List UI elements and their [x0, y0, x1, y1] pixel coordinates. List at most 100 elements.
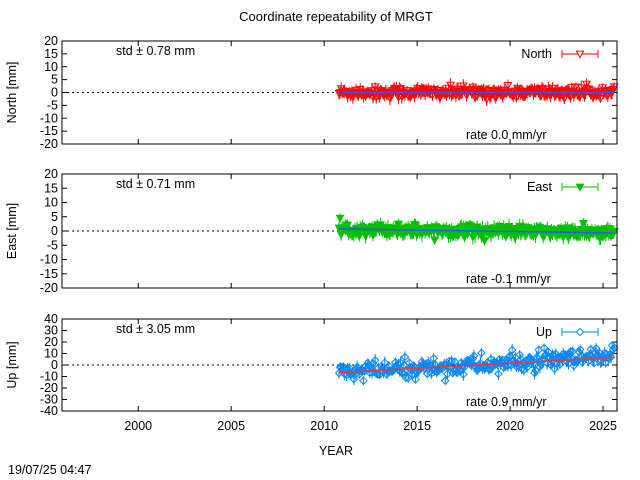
y-tick-label: 20	[44, 167, 58, 181]
plot-frame	[61, 173, 618, 289]
x-tick-label: 2000	[124, 419, 152, 433]
data-point	[507, 345, 517, 355]
y-tick-label: 15	[44, 47, 58, 61]
rate-annotation: rate -0.1 mm/yr	[466, 272, 551, 286]
data-point	[359, 376, 368, 386]
data-point	[503, 81, 513, 90]
std-annotation: std ± 0.78 mm	[116, 44, 195, 58]
data-point	[515, 350, 524, 360]
data-point	[335, 214, 345, 223]
legend-marker	[575, 50, 585, 59]
data-point	[363, 358, 373, 368]
data-point	[609, 83, 619, 92]
data-point	[535, 362, 545, 372]
data-point	[422, 369, 432, 379]
data-point	[400, 352, 410, 362]
timestamp: 19/07/25 04:47	[8, 463, 91, 477]
data-point	[477, 348, 486, 358]
data-points	[334, 341, 619, 386]
legend-marker	[575, 183, 585, 192]
y-tick-label: -10	[40, 111, 58, 125]
y-tick-label: -5	[47, 238, 58, 252]
data-point	[494, 369, 503, 379]
y-tick-label: 15	[44, 181, 58, 195]
data-point	[606, 352, 616, 362]
data-point	[394, 220, 403, 229]
data-point	[354, 232, 364, 241]
trend-line	[338, 356, 615, 374]
y-axis-label: North [mm]	[5, 62, 19, 124]
legend-label: Up	[536, 325, 552, 339]
y-tick-label: 20	[44, 34, 58, 48]
data-point	[510, 233, 520, 242]
x-axis-label: YEAR	[319, 444, 353, 458]
y-tick-label: 40	[44, 312, 58, 326]
y-tick-label: -20	[40, 281, 58, 295]
data-point	[349, 374, 359, 384]
y-tick-label: 10	[44, 196, 58, 210]
x-tick-label: 2020	[496, 419, 524, 433]
data-point	[480, 237, 490, 246]
y-tick-label: 10	[44, 347, 58, 361]
y-tick-label: -20	[40, 137, 58, 151]
y-tick-label: -20	[40, 381, 58, 395]
data-point	[568, 347, 578, 356]
y-tick-label: -10	[40, 370, 58, 384]
x-tick-label: 2005	[217, 419, 245, 433]
trend-line	[339, 228, 615, 234]
data-point	[397, 368, 407, 378]
data-point	[559, 95, 569, 104]
data-point	[503, 361, 513, 370]
data-point	[430, 236, 440, 245]
plot-frame	[61, 318, 618, 412]
data-point	[370, 355, 380, 365]
data-point	[589, 358, 599, 368]
y-tick-label: 0	[51, 224, 58, 238]
y-tick-label: -10	[40, 253, 58, 267]
chart-title: Coordinate repeatability of MRGT	[239, 9, 433, 24]
data-point	[482, 95, 492, 104]
x-tick-label: 2015	[403, 419, 431, 433]
data-point	[429, 354, 438, 363]
std-annotation: std ± 3.05 mm	[116, 322, 195, 336]
y-tick-label: -15	[40, 267, 58, 281]
data-point	[459, 370, 468, 379]
data-point	[469, 351, 479, 361]
data-point	[571, 83, 581, 92]
y-tick-label: 0	[51, 86, 58, 100]
y-tick-label: -5	[47, 98, 58, 112]
rate-annotation: rate 0.0 mm/yr	[466, 128, 547, 142]
y-axis-label: East [mm]	[5, 203, 19, 259]
data-point	[539, 343, 549, 353]
y-tick-label: 5	[51, 210, 58, 224]
y-tick-label: -30	[40, 393, 58, 407]
legend-label: North	[521, 47, 552, 61]
data-point	[544, 347, 553, 357]
data-point	[574, 347, 584, 357]
x-tick-label: 2025	[589, 419, 617, 433]
data-point	[522, 363, 532, 372]
legend-label: East	[527, 180, 553, 194]
data-point	[546, 360, 555, 370]
data-point	[595, 95, 605, 104]
y-tick-label: 0	[51, 358, 58, 372]
y-tick-label: 5	[51, 73, 58, 87]
y-tick-label: 30	[44, 324, 58, 338]
data-point	[483, 357, 493, 367]
std-annotation: std ± 0.71 mm	[116, 177, 195, 191]
x-tick-label: 2010	[310, 419, 338, 433]
data-point	[411, 375, 420, 384]
data-point	[391, 85, 401, 94]
y-tick-label: 10	[44, 60, 58, 74]
data-point	[447, 356, 456, 366]
plot-frame	[61, 40, 618, 145]
legend-marker	[575, 327, 585, 337]
data-point	[548, 351, 557, 360]
data-point	[448, 368, 458, 378]
y-tick-label: -40	[40, 404, 58, 418]
